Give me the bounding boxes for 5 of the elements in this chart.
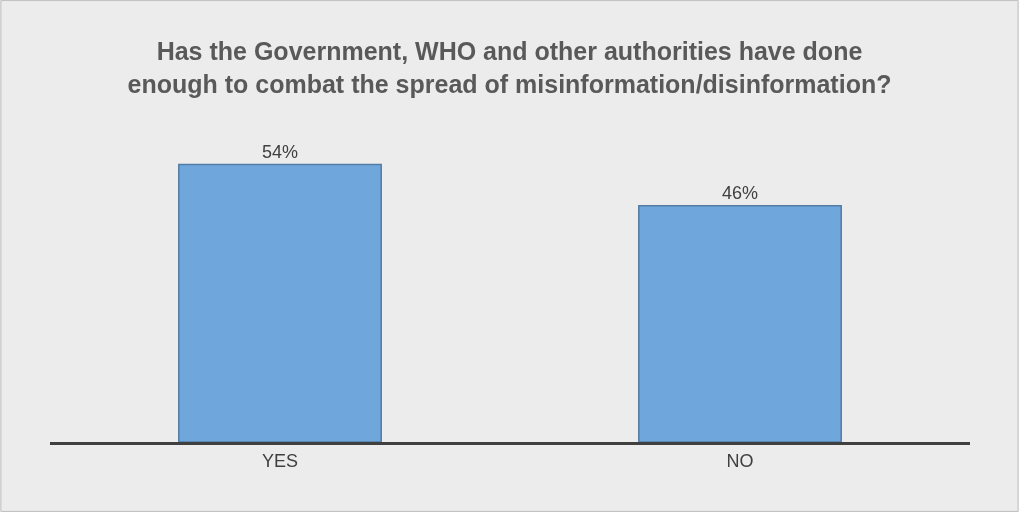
data-label: 46% [721,182,759,203]
x-tick-label: YES [261,450,299,471]
data-label: 54% [261,141,299,162]
x-tick-label: NO [726,450,754,471]
chart-title: Has the Government, WHO and other authorities have done enough to combat the spread of misinformation/disinformation? [127,37,892,98]
